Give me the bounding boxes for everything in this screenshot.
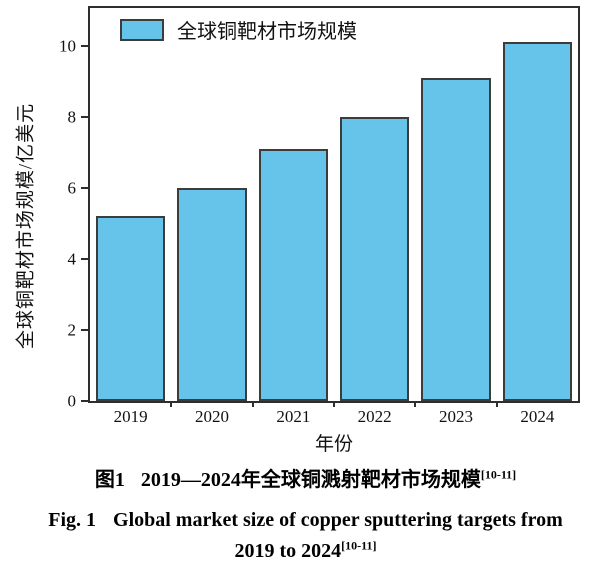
bar-2021 bbox=[258, 148, 328, 401]
caption-zh-label: 图1 bbox=[94, 469, 125, 491]
legend: 全球铜靶材市场规模 bbox=[120, 15, 357, 44]
caption-en-line2-text: 2019 to 2024 bbox=[234, 540, 342, 562]
x-tick-label-2020: 2020 bbox=[195, 407, 229, 426]
x-axis-title: 年份 bbox=[314, 434, 353, 455]
x-tick-5 bbox=[495, 401, 498, 407]
y-tick-label-4: 4 bbox=[67, 249, 77, 269]
caption-en-ref: [10-11] bbox=[341, 538, 377, 553]
bar-2022 bbox=[340, 117, 410, 401]
y-tick-2 bbox=[81, 329, 89, 331]
caption-en-label: Fig. 1 bbox=[48, 509, 97, 531]
y-tick-10 bbox=[81, 45, 89, 47]
caption-en-line2: 2019 to 2024[10-11] bbox=[0, 538, 611, 563]
y-tick-label-8: 8 bbox=[67, 107, 77, 127]
x-tick-3 bbox=[333, 401, 335, 407]
y-tick-6 bbox=[81, 187, 89, 189]
x-tick-label-2023: 2023 bbox=[439, 407, 473, 426]
caption-en-text: Global market size of copper sputtering … bbox=[113, 509, 563, 531]
legend-swatch-icon bbox=[120, 18, 164, 41]
y-axis-title: 全球铜靶材市场规模/亿美元 bbox=[15, 102, 37, 350]
x-tick-label-2024: 2024 bbox=[520, 407, 555, 426]
caption-en-line1: Fig. 1 Global market size of copper sputt… bbox=[0, 509, 611, 532]
x-tick-label-2022: 2022 bbox=[357, 407, 392, 426]
y-tick-4 bbox=[81, 258, 89, 260]
bar-2020 bbox=[177, 188, 247, 401]
caption-zh-ref: [10-11] bbox=[480, 467, 517, 482]
x-tick-2 bbox=[251, 401, 254, 407]
y-tick-label-0: 0 bbox=[67, 391, 77, 411]
bar-2019 bbox=[96, 216, 166, 401]
bar-2023 bbox=[421, 77, 491, 401]
x-tick-1 bbox=[170, 401, 173, 407]
y-tick-8 bbox=[81, 116, 89, 118]
y-tick-label-6: 6 bbox=[67, 178, 77, 198]
legend-label: 全球铜靶材市场规模 bbox=[177, 21, 357, 43]
x-tick-4 bbox=[414, 401, 417, 407]
y-tick-label-10: 10 bbox=[59, 36, 76, 56]
x-tick-label-2021: 2021 bbox=[276, 407, 311, 426]
caption-zh-text: 2019—2024年全球铜溅射靶材市场规模 bbox=[140, 469, 481, 491]
caption-zh: 图1 2019—2024年全球铜溅射靶材市场规模[10-11] bbox=[0, 463, 611, 492]
bar-2024 bbox=[502, 42, 572, 401]
y-tick-0 bbox=[81, 400, 89, 402]
plot-area: 全球铜靶材市场规模 0 2 4 6 8 10 2019 2020 2021 2022 2023 202… bbox=[59, 6, 580, 426]
y-tick-label-2: 2 bbox=[67, 320, 77, 340]
x-tick-label-2019: 2019 bbox=[113, 407, 148, 426]
